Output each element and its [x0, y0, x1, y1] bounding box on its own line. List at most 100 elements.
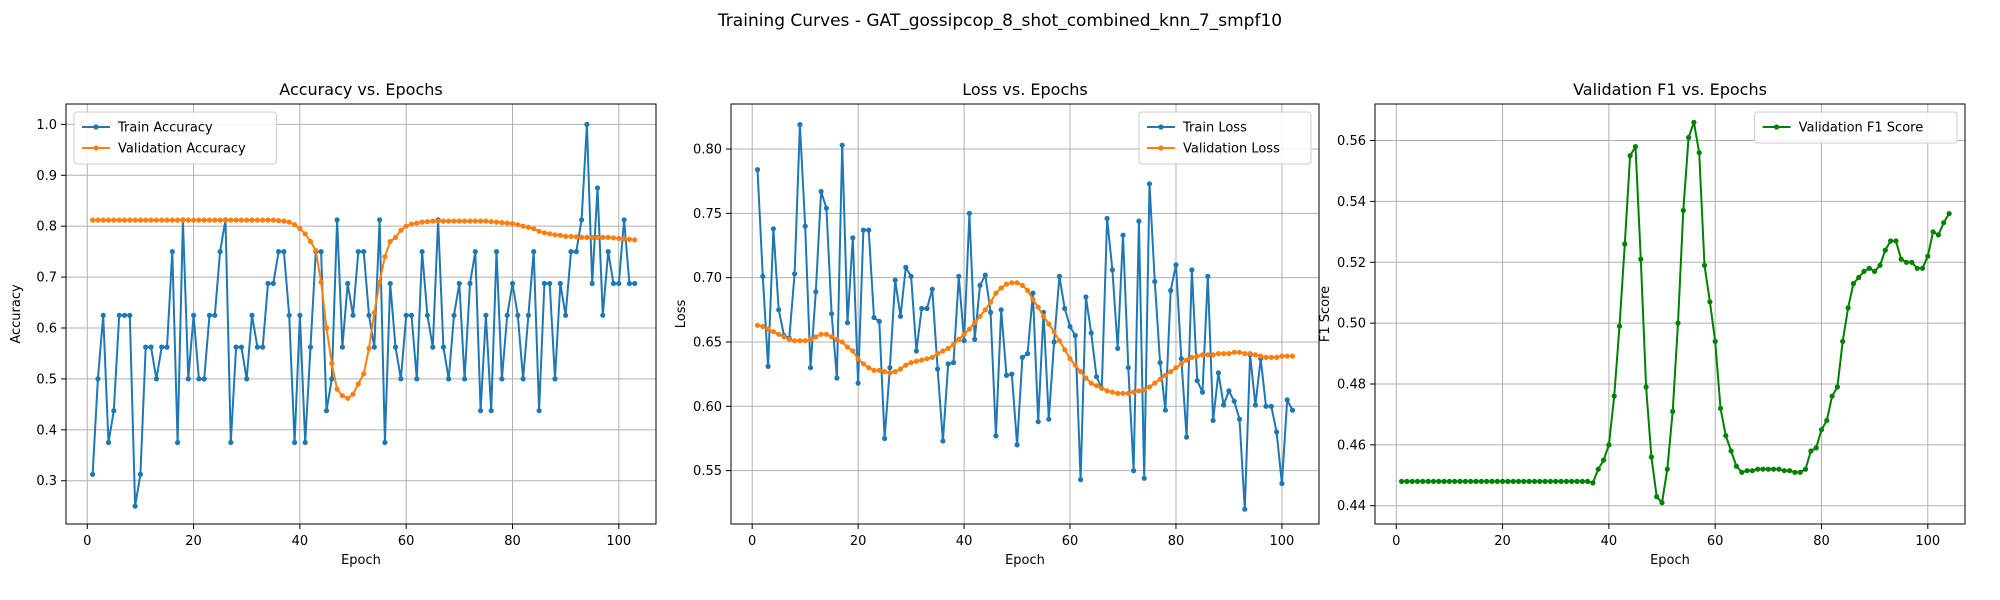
loss-series-1-point-79: [1173, 365, 1179, 371]
f1-series-0-point-30: [1558, 478, 1564, 484]
f1-series-0-point-75: [1797, 469, 1803, 475]
accuracy-series-0-point-10: [143, 344, 149, 350]
accuracy-series-1-point-22: [206, 217, 213, 223]
f1-series-0-point-51: [1670, 408, 1676, 414]
accuracy-series-1-point-72: [472, 218, 478, 224]
accuracy-series-1-point-0: [90, 217, 96, 223]
loss-series-0-point-78: [1168, 287, 1174, 294]
loss-series-1-point-84: [1199, 352, 1206, 358]
f1-series-0-point-3: [1414, 478, 1421, 484]
f1-series-0-point-78: [1813, 445, 1819, 451]
f1-legend: Validation F1 Score: [1754, 111, 1958, 144]
accuracy-series-0-point-28: [238, 344, 244, 350]
loss-series-1-point-52: [1030, 296, 1036, 303]
accuracy-xtick-label-5: 100: [606, 534, 631, 549]
f1-xlabel: Epoch: [1650, 553, 1690, 568]
loss-series-0-point-82: [1189, 267, 1195, 273]
accuracy-ytick-label-0: 0.3: [36, 474, 57, 489]
loss-series-1-point-66: [1104, 388, 1110, 394]
loss-ytick-label-5: 0.80: [693, 143, 722, 158]
accuracy-series-0-point-53: [371, 344, 377, 350]
f1-series-0-point-58: [1707, 299, 1713, 305]
f1-series-0-point-44: [1632, 144, 1639, 150]
loss-series-1-point-92: [1242, 351, 1248, 357]
accuracy-series-1-point-80: [515, 222, 521, 228]
accuracy-series-0-point-51: [361, 249, 367, 255]
accuracy-series-1-point-61: [414, 220, 420, 226]
accuracy-series-1-point-26: [228, 217, 234, 223]
f1-series-0-point-18: [1494, 478, 1500, 484]
accuracy-series-1-point-11: [148, 217, 154, 223]
loss-series-0-point-84: [1199, 389, 1206, 395]
accuracy-series-0-point-55: [382, 439, 388, 446]
accuracy-series-0-point-36: [281, 249, 287, 255]
loss-series-0-point-40: [966, 210, 973, 216]
accuracy-xtick-label-0: 0: [83, 534, 91, 549]
f1-series-0-point-20: [1505, 478, 1511, 484]
loss-series-0-point-88: [1221, 402, 1227, 408]
accuracy-series-1-point-49: [350, 391, 356, 397]
accuracy-series-1-point-88: [557, 232, 563, 238]
accuracy-series-0-point-89: [563, 312, 569, 318]
loss-series-1-point-46: [998, 285, 1004, 291]
f1-series-0-point-61: [1723, 433, 1729, 439]
loss-title: Loss vs. Epochs: [962, 80, 1087, 99]
loss-series-0-point-100: [1284, 397, 1290, 403]
loss-legend-marker-1: [1158, 145, 1164, 151]
accuracy-series-1-point-29: [244, 217, 250, 223]
loss-series-0-point-42: [977, 282, 983, 288]
f1-series-0-point-16: [1484, 478, 1490, 484]
accuracy-series-1-point-65: [435, 218, 441, 224]
loss-series-0-point-26: [892, 277, 898, 283]
loss-series-0-point-69: [1120, 232, 1126, 238]
loss-series-0-point-56: [1051, 339, 1057, 345]
accuracy-series-1-point-54: [377, 279, 383, 285]
f1-series-0-point-77: [1808, 448, 1814, 454]
loss-series-1-point-71: [1131, 389, 1137, 395]
loss-series-1-point-65: [1099, 385, 1105, 391]
accuracy-legend-box: [73, 111, 277, 165]
loss-series-0-point-41: [972, 336, 978, 342]
f1-series-0-point-95: [1903, 259, 1910, 265]
accuracy-series-0-point-15: [169, 249, 175, 255]
accuracy-series-1-point-31: [254, 217, 260, 223]
f1-series-0-point-42: [1622, 241, 1628, 247]
loss-ytick-label-4: 0.75: [693, 207, 722, 222]
loss-series-1-point-83: [1194, 353, 1200, 359]
accuracy-series-1-point-8: [132, 217, 138, 223]
f1-series-0-point-33: [1574, 478, 1580, 484]
loss-series-0-point-97: [1268, 403, 1274, 409]
loss-ylabel: Loss: [674, 300, 689, 329]
accuracy-series-0-point-74: [483, 312, 489, 318]
accuracy-series-1-point-33: [265, 217, 271, 223]
loss-series-0-point-81: [1184, 434, 1190, 440]
accuracy-ytick-label-1: 0.4: [36, 423, 57, 438]
accuracy-series-0-point-62: [419, 249, 425, 255]
f1-series-0-point-89: [1872, 268, 1878, 274]
accuracy-series-1-point-58: [398, 227, 404, 233]
f1-series-0-point-47: [1648, 454, 1654, 460]
f1-xtick-label-3: 60: [1707, 534, 1724, 549]
loss-series-1-point-34: [935, 351, 941, 357]
accuracy-series-1-point-74: [483, 218, 489, 224]
loss-series-1-point-13: [823, 331, 830, 337]
accuracy-series-0-point-82: [525, 312, 532, 318]
f1-series-0-point-66: [1749, 468, 1755, 474]
accuracy-series-1-point-60: [408, 221, 415, 227]
accuracy-series-0-point-72: [472, 249, 478, 255]
accuracy-series-1-point-28: [238, 217, 244, 223]
accuracy-series-0-point-61: [414, 376, 420, 382]
accuracy-series-0-point-54: [377, 217, 383, 223]
loss-series-0-point-72: [1136, 218, 1142, 224]
accuracy-series-0-point-80: [515, 312, 521, 318]
accuracy-ytick-label-2: 0.5: [36, 372, 57, 387]
accuracy-axes-frame: [65, 103, 657, 525]
loss-series-0-point-64: [1093, 374, 1100, 380]
f1-series-0-point-56: [1696, 150, 1702, 156]
f1-series-0-point-29: [1553, 478, 1559, 484]
loss-xtick-label-2: 40: [956, 534, 973, 549]
loss-series-1-point-55: [1046, 321, 1052, 327]
f1-series-0-point-88: [1866, 265, 1872, 271]
accuracy-series-1-point-77: [499, 220, 505, 226]
loss-axes-frame: [730, 103, 1320, 525]
